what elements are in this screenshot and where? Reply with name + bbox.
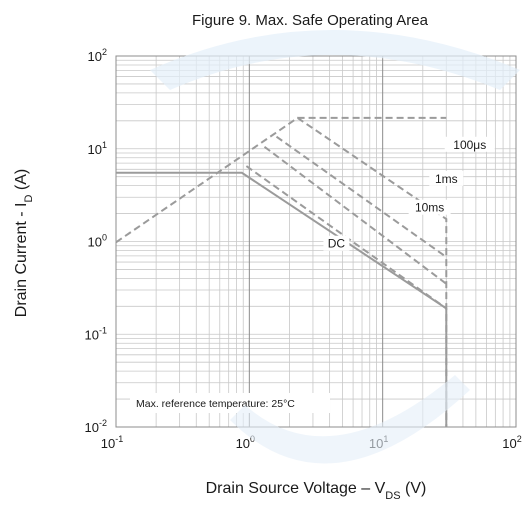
curve-label: DC: [328, 237, 346, 251]
chart-title: Figure 9. Max. Safe Operating Area: [192, 12, 429, 29]
curve-labels: 100μs 1ms 10ms DC: [323, 136, 495, 251]
curve-label-bg: [429, 170, 464, 186]
temperature-note: Max. reference temperature: 25°C: [136, 398, 295, 410]
curve-label: 10ms: [415, 201, 444, 215]
curve-label-bg: [323, 235, 350, 251]
y-tick-label: 100: [88, 233, 107, 250]
x-axis-label: Drain Source Voltage – VDS (V): [206, 480, 427, 501]
soa-curve-10ms: [263, 146, 447, 285]
x-tick-label: 102: [502, 434, 521, 451]
y-tick-label: 102: [88, 47, 107, 64]
curve-label: 100μs: [453, 138, 486, 152]
y-tick-label: 10-1: [85, 325, 107, 342]
x-tick-label: 10-1: [101, 434, 123, 451]
soa-curve-100s: [115, 116, 448, 427]
soa-curve-1ms: [275, 135, 447, 258]
y-axis-label: Drain Current - ID (A): [13, 169, 35, 317]
y-tick-label: 101: [88, 140, 107, 157]
curve-label-bg: [444, 136, 495, 152]
curve-label: 1ms: [435, 172, 458, 186]
curve-label-bg: [408, 199, 451, 215]
annotation-box: Max. reference temperature: 25°C: [130, 393, 330, 413]
y-tick-label: 10-2: [85, 418, 107, 435]
